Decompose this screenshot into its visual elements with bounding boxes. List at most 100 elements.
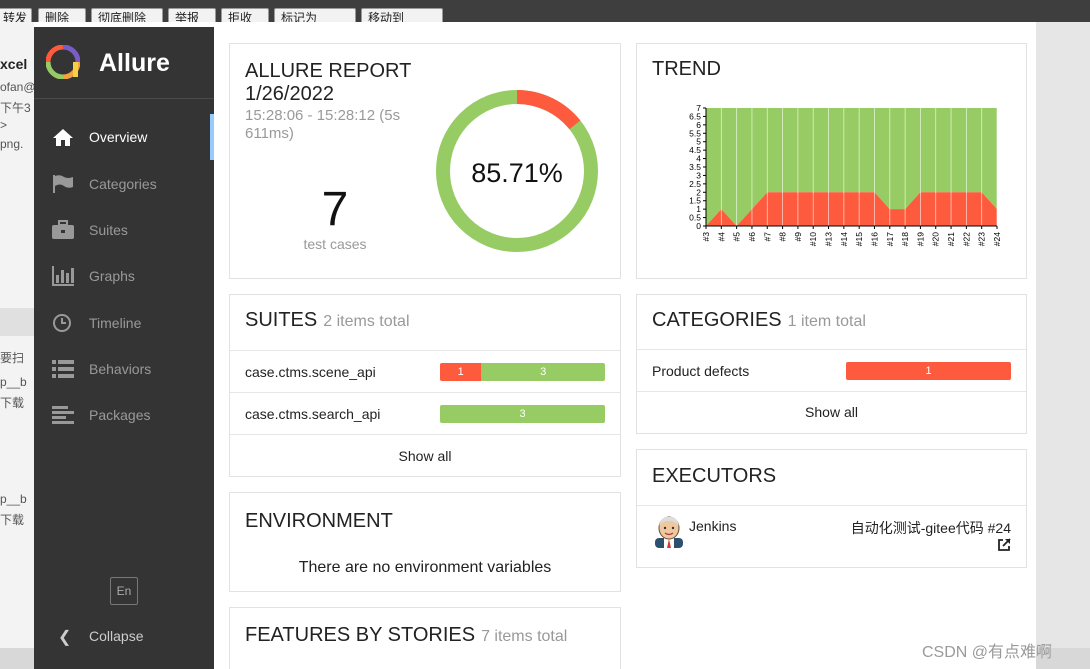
sidebar-item-label: Packages xyxy=(89,407,151,423)
suite-name: case.ctms.search_api xyxy=(245,406,381,422)
bg-fragment: 要扫 xyxy=(0,351,25,365)
features-widget: FEATURES BY STORIES 7 items total xyxy=(229,607,621,669)
trend-y-tick-label: 2 xyxy=(696,187,701,197)
flag-icon xyxy=(53,175,73,193)
executors-title: EXECUTORS xyxy=(652,465,777,487)
chevron-left-icon: ❮ xyxy=(58,629,72,646)
category-row[interactable]: Product defects 1 xyxy=(637,350,1026,392)
trend-y-tick-label: 4 xyxy=(696,154,701,164)
watermark: CSDN @有点难啊 xyxy=(922,644,1053,661)
trend-y-tick-label: 0 xyxy=(696,221,701,231)
categories-widget: CATEGORIES 1 item total Product defects 1… xyxy=(636,294,1027,434)
trend-y-tick-label: 3.5 xyxy=(689,162,701,172)
external-link-icon[interactable] xyxy=(997,538,1011,552)
category-status-bar: 1 xyxy=(846,362,1011,380)
trend-x-tick-label: #16 xyxy=(869,232,879,246)
test-case-count: 7 xyxy=(321,183,349,236)
categories-title-text: CATEGORIES xyxy=(652,309,782,331)
trend-chart[interactable]: 00.511.522.533.544.555.566.57 #3 #4 #5 #6 #7 #… xyxy=(672,102,1007,262)
sidebar-item-suites[interactable]: Suites xyxy=(34,207,214,253)
trend-title: TREND xyxy=(652,58,721,80)
categories-show-all-link[interactable]: Show all xyxy=(805,404,858,420)
allure-logo-icon xyxy=(46,45,80,79)
align-left-icon xyxy=(52,406,74,424)
pass-rate-donut: 85.71% xyxy=(436,90,598,252)
trend-y-tick-label: 5 xyxy=(696,137,701,147)
trend-y-tick-label: 6.5 xyxy=(689,111,701,121)
suite-row[interactable]: case.ctms.search_api 3 xyxy=(230,393,620,435)
language-button[interactable]: En xyxy=(110,577,138,605)
environment-widget: ENVIRONMENT There are no environment var… xyxy=(229,492,621,592)
categories-header: CATEGORIES 1 item total xyxy=(637,295,1026,350)
sidebar-item-label: Categories xyxy=(89,176,157,192)
trend-y-tick-label: 5.5 xyxy=(689,128,701,138)
list-icon xyxy=(52,360,74,378)
collapse-label: Collapse xyxy=(89,628,144,644)
bg-forward-button[interactable]: 转发 xyxy=(0,8,32,26)
trend-x-tick-label: #17 xyxy=(885,232,895,246)
bg-delete-button[interactable]: 删除 xyxy=(38,8,86,26)
trend-x-tick-label: #19 xyxy=(915,232,925,246)
bg-fragment: 下午3 xyxy=(0,101,31,115)
bg-fragment: p__b xyxy=(0,492,27,506)
trend-x-tick-label: #8 xyxy=(778,232,788,242)
suites-header: SUITES 2 items total xyxy=(230,295,620,351)
report-title: ALLURE REPORT 1/26/2022 xyxy=(245,60,411,105)
trend-y-tick-label: 2.5 xyxy=(689,179,701,189)
executors-header: EXECUTORS xyxy=(637,450,1026,506)
trend-x-tick-label: #10 xyxy=(808,232,818,246)
environment-title: ENVIRONMENT xyxy=(245,510,393,532)
collapse-button[interactable]: ❮ Collapse xyxy=(34,615,214,655)
sidebar-item-overview[interactable]: Overview xyxy=(34,114,214,160)
home-icon xyxy=(53,129,73,146)
bg-fragment: xcel xyxy=(0,56,28,72)
sidebar-item-timeline[interactable]: Timeline xyxy=(34,300,214,346)
brand[interactable]: Allure xyxy=(34,27,214,99)
bg-fragment: p__b xyxy=(0,375,27,389)
test-case-count-label: test cases xyxy=(303,236,367,252)
passed-segment: 3 xyxy=(440,405,605,423)
trend-x-tick-label: #9 xyxy=(793,232,803,242)
trend-x-tick-label: #5 xyxy=(732,232,742,242)
bg-fragment: 下载 xyxy=(0,513,25,527)
suites-count: 2 items total xyxy=(323,313,410,330)
suite-status-bar: 3 xyxy=(440,405,605,423)
trend-x-tick-label: #15 xyxy=(854,232,864,246)
trend-x-tick-label: #3 xyxy=(701,232,711,242)
sidebar-item-behaviors[interactable]: Behaviors xyxy=(34,346,214,392)
bar-chart-icon xyxy=(52,266,74,286)
trend-widget: TREND 0 0.5 1 1.5 2 2.5 3 3.5 4 4.5 5 5.5 6 6.5 7 #3 #4 #… xyxy=(636,43,1027,279)
bg-reject-button[interactable]: 拒收 xyxy=(221,8,269,26)
trend-y-tick-label: 0.5 xyxy=(689,213,701,223)
background-right-panel xyxy=(1036,22,1090,669)
suite-row[interactable]: case.ctms.scene_api 1 3 xyxy=(230,351,620,393)
sidebar-item-packages[interactable]: Packages xyxy=(34,392,214,438)
trend-x-tick-label: #22 xyxy=(961,232,971,246)
executor-build-link[interactable]: 自动化测试-gitee代码 #24 xyxy=(850,520,1011,536)
trend-y-tick-label: 7 xyxy=(696,103,701,113)
suites-show-all-link[interactable]: Show all xyxy=(398,448,452,464)
bg-report-button[interactable]: 举报 xyxy=(168,8,216,26)
trend-x-tick-label: #20 xyxy=(931,232,941,246)
passed-segment: 3 xyxy=(481,363,605,381)
categories-count: 1 item total xyxy=(787,313,866,330)
features-title-text: FEATURES BY STORIES xyxy=(245,624,476,646)
executor-name: Jenkins xyxy=(689,518,737,534)
trend-y-tick-label: 1 xyxy=(696,204,701,214)
bg-fragment: png. xyxy=(0,137,24,151)
donut-failed-arc xyxy=(436,90,598,252)
suite-status-bar: 1 3 xyxy=(440,363,605,381)
report-time-range: 15:28:06 - 15:28:12 (5s 611ms) xyxy=(245,107,401,142)
trend-x-tick-label: #6 xyxy=(747,232,757,242)
sidebar-item-categories[interactable]: Categories xyxy=(34,161,214,207)
trend-x-tick-label: #14 xyxy=(839,232,849,246)
sidebar-item-label: Graphs xyxy=(89,268,135,284)
clock-icon xyxy=(53,314,71,332)
categories-title: CATEGORIES 1 item total xyxy=(652,309,866,332)
sidebar-item-graphs[interactable]: Graphs xyxy=(34,253,214,299)
trend-failed-area xyxy=(706,192,997,226)
sidebar-item-label: Suites xyxy=(89,222,128,238)
background-toolbar: 转发 删除 彻底删除 举报 拒收 标记为 移动到 xyxy=(0,0,1090,26)
background-mail-list: xcel ofan@ 下午3 > png. 要扫 p__b 下载 p__b 下载 xyxy=(0,22,36,669)
trend-y-tick-label: 1.5 xyxy=(689,196,701,206)
